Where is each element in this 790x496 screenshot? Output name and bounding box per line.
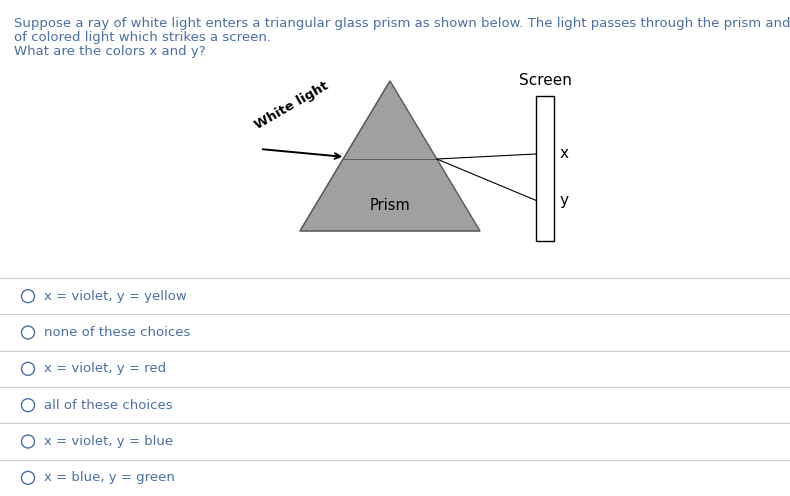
Text: x = blue, y = green: x = blue, y = green [44, 471, 175, 484]
Text: all of these choices: all of these choices [44, 399, 173, 412]
Text: Screen: Screen [518, 73, 571, 88]
Text: of colored light which strikes a screen.: of colored light which strikes a screen. [14, 31, 271, 44]
Polygon shape [300, 81, 390, 231]
Text: x = violet, y = blue: x = violet, y = blue [44, 435, 173, 448]
Text: Suppose a ray of white light enters a triangular glass prism as shown below. The: Suppose a ray of white light enters a tr… [14, 17, 790, 30]
Text: x: x [560, 146, 569, 162]
Text: White light: White light [253, 79, 331, 132]
Text: x = violet, y = red: x = violet, y = red [44, 363, 166, 375]
Text: none of these choices: none of these choices [44, 326, 190, 339]
Text: x = violet, y = yellow: x = violet, y = yellow [44, 290, 186, 303]
Text: What are the colors x and y?: What are the colors x and y? [14, 45, 205, 58]
Polygon shape [300, 81, 480, 231]
Text: y: y [560, 193, 569, 208]
Text: Prism: Prism [370, 198, 410, 213]
Bar [536, 96, 554, 241]
